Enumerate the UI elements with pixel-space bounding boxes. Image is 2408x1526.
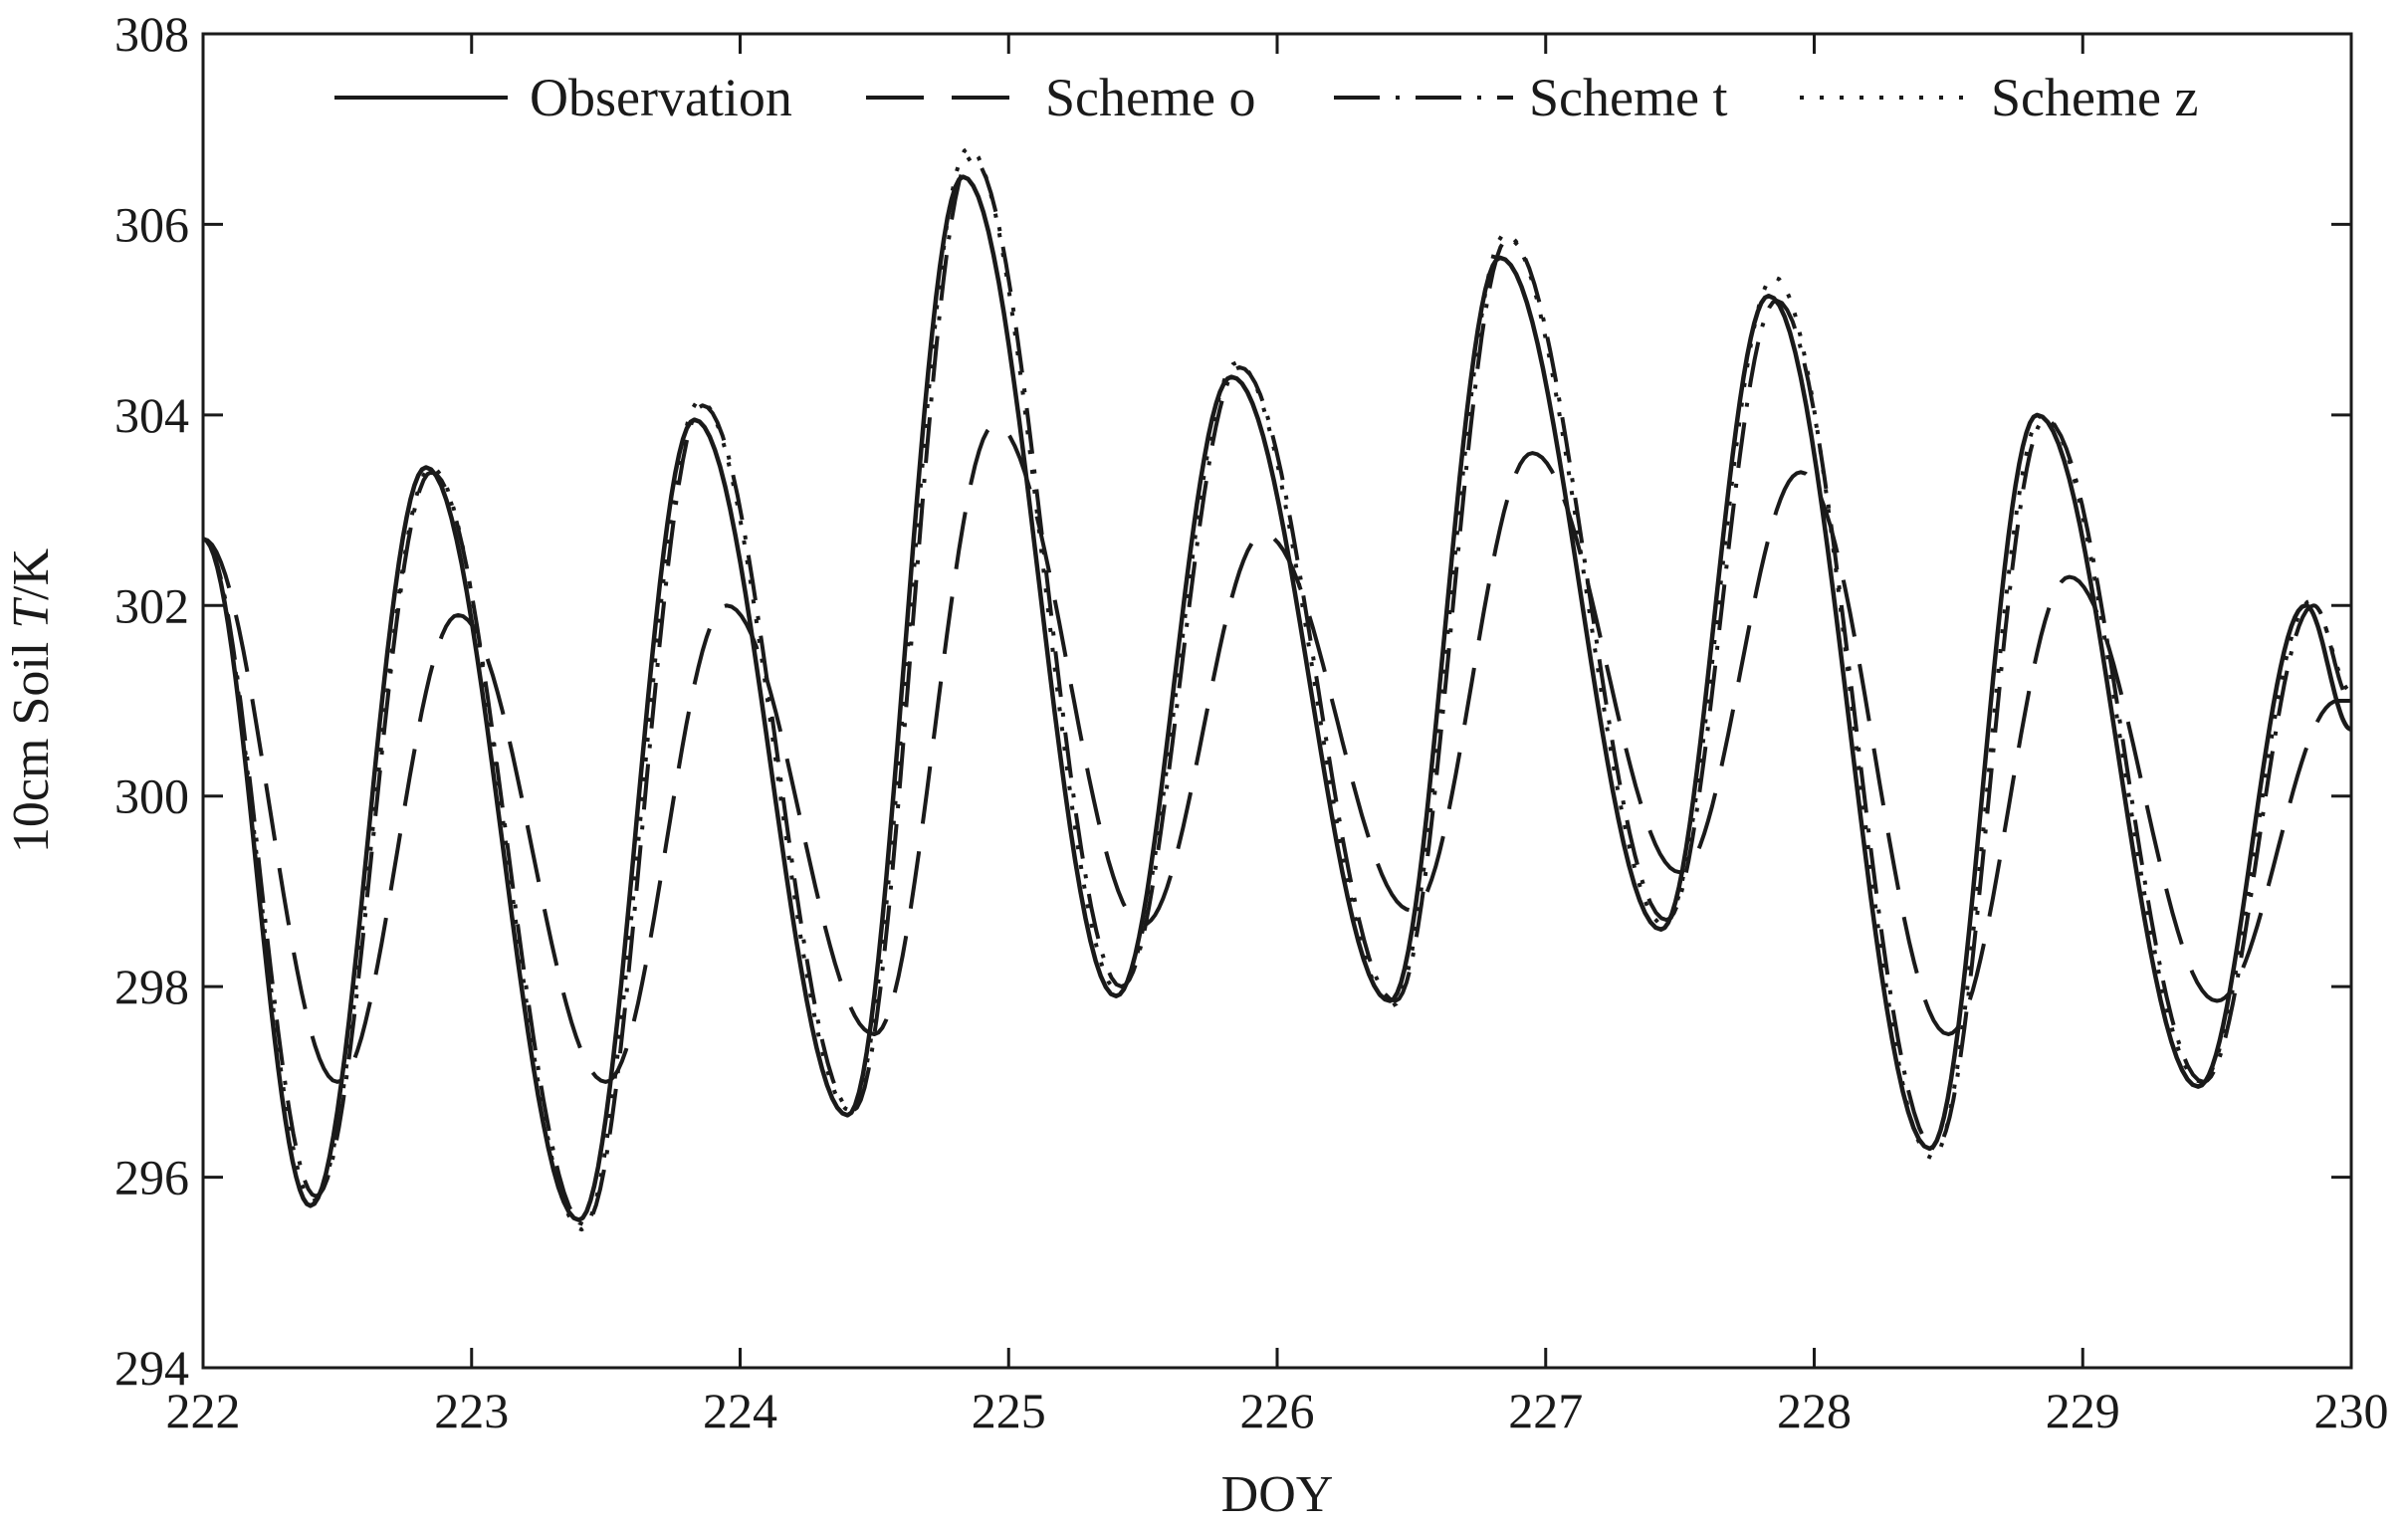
x-tick-label: 223 xyxy=(434,1383,509,1438)
y-axis-title: 10cm Soil T/K xyxy=(3,547,60,853)
y-tick-label: 308 xyxy=(114,6,189,62)
legend-label: Observation xyxy=(530,68,792,127)
series-line-scheme-z xyxy=(202,145,2352,1232)
x-axis-title: DOY xyxy=(1221,1466,1334,1523)
y-axis-title-prefix: 10cm Soil xyxy=(3,629,60,853)
y-tick-label: 302 xyxy=(114,577,189,633)
y-tick-label: 296 xyxy=(114,1150,189,1205)
series-line-scheme-t xyxy=(202,155,2352,1227)
x-tick-label: 224 xyxy=(703,1383,777,1438)
series-line-scheme-o xyxy=(202,422,2353,1084)
x-tick-label: 222 xyxy=(166,1383,241,1438)
y-tick-label: 298 xyxy=(114,959,189,1014)
legend-label: Scheme t xyxy=(1529,68,1727,127)
y-tick-label: 304 xyxy=(114,387,189,443)
x-tick-label: 230 xyxy=(2314,1383,2389,1438)
x-tick-label: 227 xyxy=(1508,1383,1583,1438)
plot-lines xyxy=(201,145,2353,1232)
x-tick-label: 226 xyxy=(1240,1383,1315,1438)
series-line-observation xyxy=(201,174,2352,1222)
x-tick-label: 229 xyxy=(2046,1383,2120,1438)
y-tick-label: 306 xyxy=(114,196,189,252)
y-axis: 294 296 298 300 302 304 306 308 xyxy=(114,6,2351,1396)
y-axis-title-suffix: /K xyxy=(3,547,60,599)
x-tick-label: 225 xyxy=(972,1383,1046,1438)
legend-label: Scheme o xyxy=(1045,68,1255,127)
legend-label: Scheme z xyxy=(1991,68,2198,127)
legend: Observation Scheme o Scheme t Scheme z xyxy=(334,68,2198,127)
y-tick-label: 300 xyxy=(114,768,189,824)
y-tick-label: 294 xyxy=(114,1340,189,1396)
x-axis: 222 223 224 225 226 227 228 229 230 xyxy=(166,34,2389,1438)
x-tick-label: 228 xyxy=(1777,1383,1852,1438)
y-axis-title-italic: T xyxy=(3,597,60,629)
